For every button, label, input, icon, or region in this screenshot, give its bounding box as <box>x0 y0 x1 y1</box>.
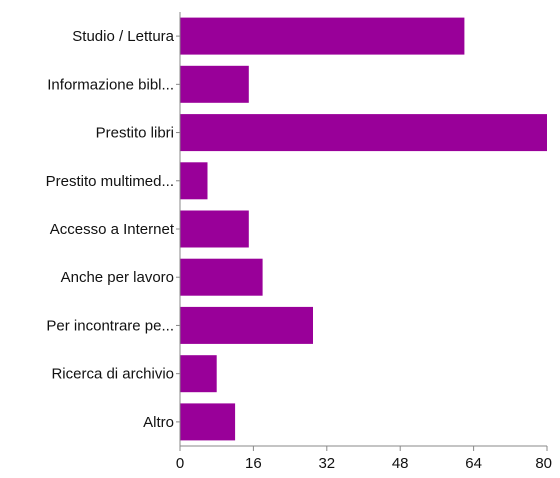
bar <box>180 306 313 344</box>
category-label: Accesso a Internet <box>50 221 175 238</box>
bar <box>180 65 249 103</box>
x-tick-label: 32 <box>318 455 335 472</box>
bar <box>180 162 208 200</box>
category-label: Anche per lavoro <box>61 269 174 286</box>
category-label: Prestito libri <box>96 125 174 142</box>
bar <box>180 210 249 248</box>
bar <box>180 403 236 441</box>
category-label: Per incontrare pe... <box>46 317 174 334</box>
labels-layer: Studio / Lettura Informazione bibl... Pres… <box>46 28 552 472</box>
bar <box>180 258 263 296</box>
bar <box>180 17 465 55</box>
category-label: Prestito multimed... <box>46 173 174 190</box>
x-tick-label: 48 <box>392 455 409 472</box>
x-tick-label: 16 <box>245 455 262 472</box>
category-label: Informazione bibl... <box>47 76 174 93</box>
category-label: Altro <box>143 414 174 431</box>
category-label: Ricerca di archivio <box>51 366 174 383</box>
x-tick-label: 64 <box>465 455 482 472</box>
bars-layer <box>180 17 547 441</box>
x-tick-label: 0 <box>176 455 184 472</box>
axes-layer <box>176 12 548 451</box>
bar <box>180 355 217 393</box>
x-tick-label: 80 <box>535 455 552 472</box>
bar <box>180 114 547 152</box>
category-label: Studio / Lettura <box>72 28 174 45</box>
